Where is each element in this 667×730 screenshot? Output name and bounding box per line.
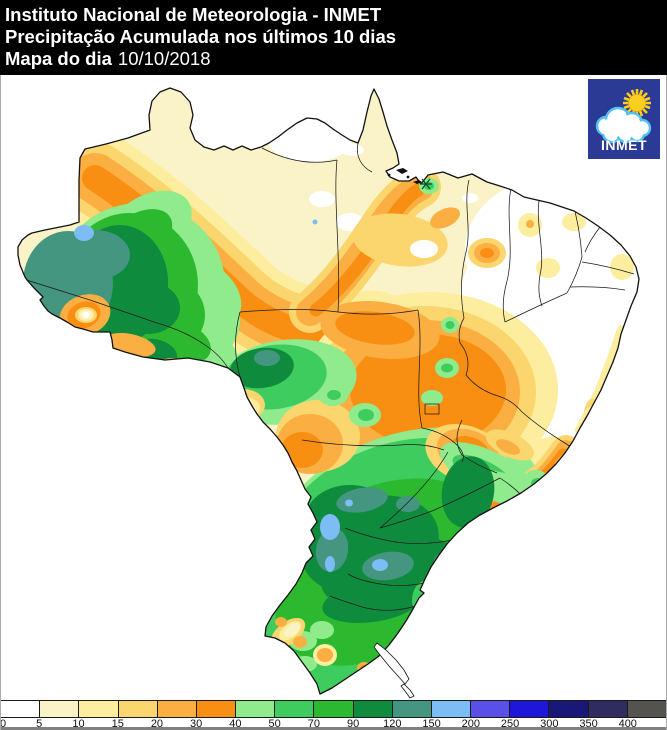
legend-swatch-15 [117, 701, 157, 717]
legend-swatch-30 [195, 701, 236, 717]
map-day-value: 10/10/2018 [117, 48, 211, 69]
legend-tick: 0 [0, 718, 7, 730]
bottom-border [0, 727, 667, 730]
legend-swatch-300 [548, 701, 588, 717]
legend-swatch-40 [235, 701, 275, 717]
map-day-label: Mapa do dia [5, 48, 112, 69]
legend-swatch-20 [156, 701, 196, 717]
lagoon [373, 642, 415, 699]
amazon-mouth-detail [387, 168, 422, 184]
precipitation-map [17, 87, 640, 699]
header: Instituto Nacional de Meteorologia - INM… [0, 0, 667, 75]
legend-swatches [0, 700, 667, 718]
legend-swatch-0 [1, 701, 40, 717]
cloud-icon [595, 106, 652, 144]
legend-swatch-350 [587, 701, 627, 717]
legend-swatch-200 [470, 701, 510, 717]
legend-swatch-120 [391, 701, 431, 717]
map-area [0, 75, 667, 700]
legend-swatch-150 [430, 701, 471, 717]
inmet-logo: INMET [588, 79, 660, 159]
header-date-line: Mapa do dia 10/10/2018 [5, 48, 667, 70]
station-marker-icon [420, 178, 432, 190]
legend-swatch-5 [39, 701, 79, 717]
legend-swatch-250 [509, 701, 549, 717]
legend-swatch-10 [78, 701, 118, 717]
left-border [0, 75, 1, 730]
header-subtitle: Precipitação Acumulada nos últimos 10 di… [5, 26, 397, 47]
legend-swatch-400 [626, 701, 666, 717]
precipitation-field [18, 88, 639, 694]
legend-tick: 5 [36, 718, 43, 730]
legend-swatch-90 [352, 701, 392, 717]
legend-swatch-70 [313, 701, 353, 717]
logo-text: INMET [601, 137, 647, 153]
brazil-outline [17, 87, 640, 695]
precipitation-legend: 0 5 10 15 20 30 40 50 70 90 120 150 200 250 300 350 400 [0, 700, 667, 730]
legend-swatch-50 [274, 701, 314, 717]
sun-icon [623, 89, 651, 117]
state-borders [18, 142, 635, 611]
header-title: Instituto Nacional de Meteorologia - INM… [5, 4, 382, 25]
distrito-federal-outline [424, 403, 440, 415]
